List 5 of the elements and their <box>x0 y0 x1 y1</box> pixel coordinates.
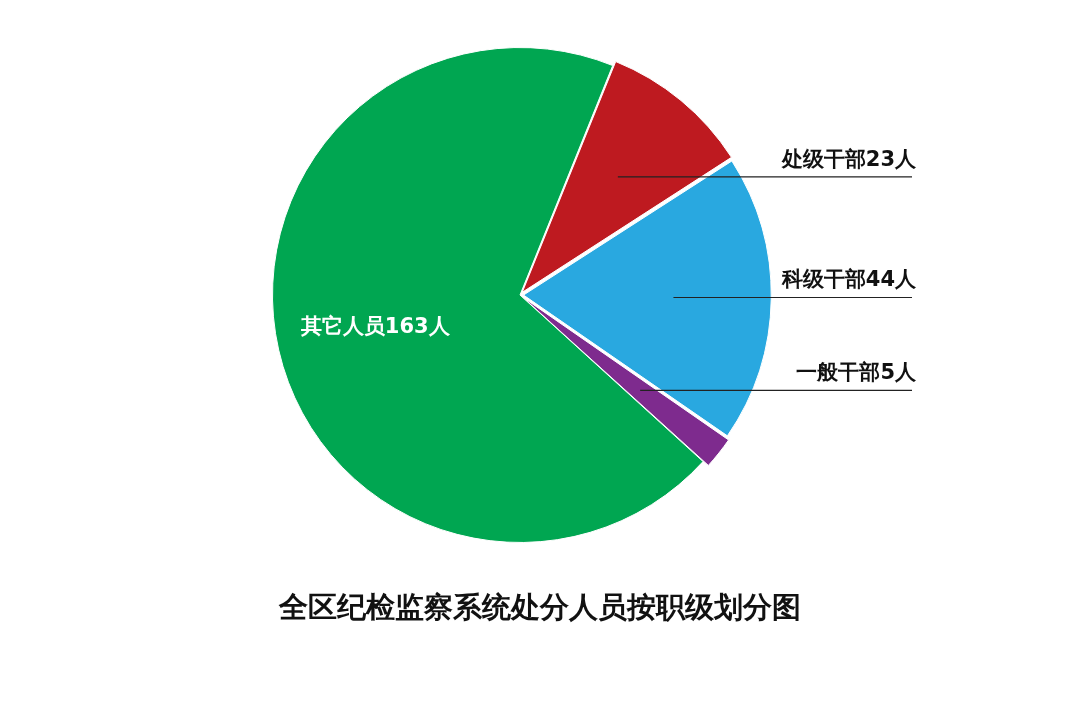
slice-label: 处级干部23人 <box>780 146 917 171</box>
slice-label: 一般干部5人 <box>796 360 917 385</box>
text: 全区纪检监察系统处分人员按职级划分图 <box>278 589 802 626</box>
slice-label: 其它人员163人 <box>299 314 451 339</box>
slice-label: 科级干部44人 <box>780 267 917 292</box>
